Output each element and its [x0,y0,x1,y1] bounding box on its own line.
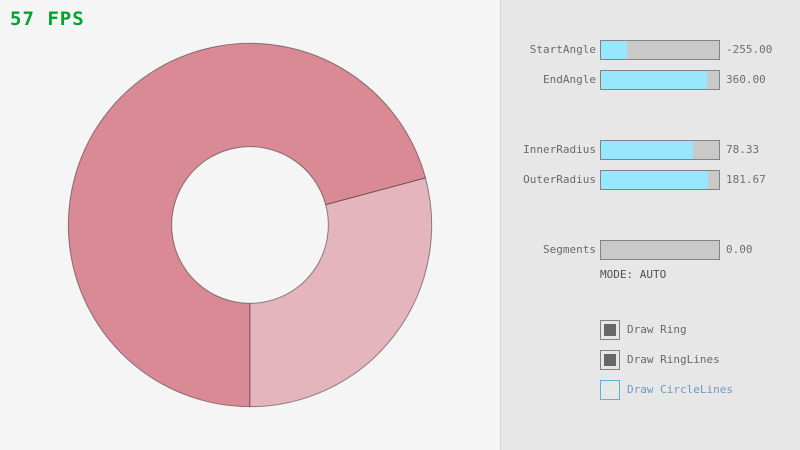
check-mark [604,354,616,366]
slider-fill [601,171,709,189]
slider-value: 181.67 [726,173,766,186]
ring-single-sector [249,177,433,408]
slider-row-end-angle: EndAngle 360.00 [501,70,800,90]
check-mark [604,324,616,336]
checkbox-label: Draw CircleLines [627,383,733,396]
slider-fill [601,141,694,159]
slider-row-start-angle: StartAngle -255.00 [501,40,800,60]
slider-row-outer-radius: OuterRadius 181.67 [501,170,800,190]
checkbox-box[interactable] [600,320,620,340]
slider-value: 78.33 [726,143,760,156]
slider-row-inner-radius: InnerRadius 78.33 [501,140,800,160]
slider-label: OuterRadius [523,173,596,186]
checkbox-box[interactable] [600,350,620,370]
slider-value: 0.00 [726,243,753,256]
slider-label: EndAngle [543,73,596,86]
end-angle-slider[interactable] [600,70,720,90]
ring-overlap-sector [67,42,427,408]
checkbox-box[interactable] [600,380,620,400]
slider-value: 360.00 [726,73,766,86]
segments-mode-label: MODE: AUTO [600,268,667,281]
slider-fill [601,41,627,59]
segments-slider[interactable] [600,240,720,260]
slider-fill [601,71,708,89]
checkbox-label: Draw RingLines [627,353,720,366]
start-angle-slider[interactable] [600,40,720,60]
outer-radius-slider[interactable] [600,170,720,190]
slider-label: StartAngle [529,43,596,56]
slider-label: Segments [543,243,596,256]
inner-radius-slider[interactable] [600,140,720,160]
checkbox-label: Draw Ring [627,323,687,336]
slider-row-segments: Segments 0.00 [501,240,800,260]
controls-panel: StartAngle -255.00 EndAngle 360.00 Inner… [500,0,800,450]
fps-counter: 57 FPS [10,8,85,30]
slider-label: InnerRadius [523,143,596,156]
slider-value: -255.00 [726,43,773,56]
